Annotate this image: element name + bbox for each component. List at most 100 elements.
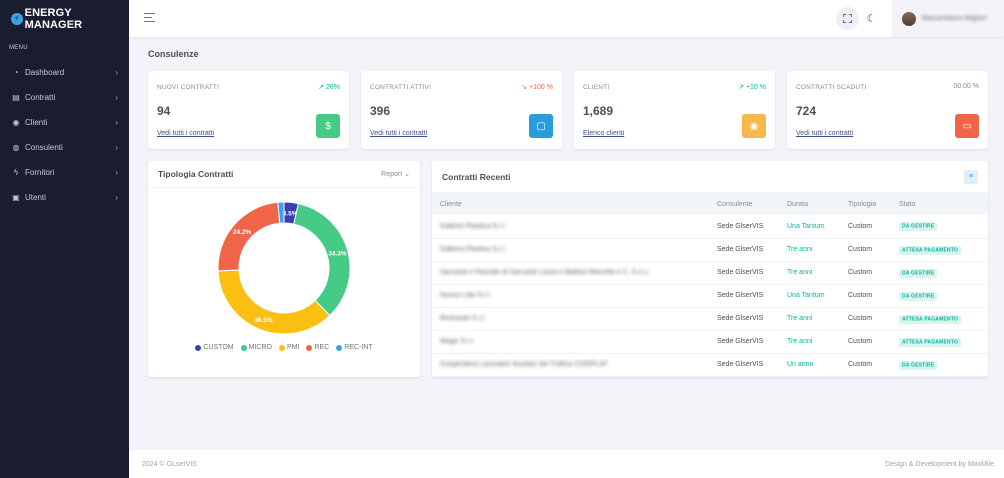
stat-link[interactable]: Vedi tutti i contratti (157, 130, 215, 137)
fullscreen-button[interactable] (836, 7, 859, 30)
column-header[interactable]: Stato (891, 193, 988, 215)
user-circle-icon: ◉ (742, 114, 766, 138)
tipologia-title: Tipologia Contratti (158, 169, 234, 179)
cell-cliente[interactable]: Riverauto S.r.l. (432, 307, 709, 331)
sidebar-item-label: Contratti (25, 93, 56, 102)
cell-cliente[interactable]: Galleno Plastica S.r.l. (432, 238, 709, 262)
cell-cliente[interactable]: Cooperativa Lavoratori Ausiliari del Tra… (432, 353, 709, 377)
recenti-header: Contratti Recenti ≡ (432, 161, 988, 193)
column-header[interactable]: Tipologia (840, 193, 891, 215)
cell-tipologia: Custom (840, 307, 891, 331)
stat-value: 396 (370, 104, 391, 118)
filter-button[interactable]: ≡ (964, 169, 978, 184)
status-badge: DA GESTIRE (899, 360, 938, 370)
slice-rec-int[interactable] (277, 201, 285, 224)
stat-change: ↗ +10 % (738, 84, 766, 91)
sidebar-item-dashboard[interactable]: ◔ Dashboard › (0, 60, 129, 85)
stat-label: CONTRATTI SCADUTI (796, 84, 867, 91)
dark-mode-toggle[interactable]: ☾ (861, 8, 882, 29)
dollar-circle-icon: $ (316, 114, 340, 138)
table-row[interactable]: Galleno Plastica S.r.l. Sede GlserVIS Tre … (432, 238, 988, 262)
sidebar-item-contratti[interactable]: ▤ Contratti › (0, 85, 129, 110)
sidebar-item-fornitori[interactable]: ϟ Fornitori › (0, 160, 129, 185)
cell-durata: Una Tantum (779, 284, 840, 308)
stat-card-contratti-attivi: CONTRATTI ATTIVI ↘ +100 % 396 Vedi tutti… (361, 71, 562, 149)
stat-card-contratti-scaduti: CONTRATTI SCADUTI 00.00 % 724 Vedi tutti… (787, 71, 988, 149)
stat-link[interactable]: Vedi tutti i contratti (370, 130, 428, 137)
cell-stato: ATTESA PAGAMENTO (891, 238, 988, 262)
cell-cliente[interactable]: Galleno Plastica S.r.l. (432, 215, 709, 239)
table-row[interactable]: Galleno Plastica S.r.l. Sede GlserVIS Una … (432, 215, 988, 239)
recenti-rows: Galleno Plastica S.r.l. Sede GlserVIS Una … (432, 215, 988, 377)
column-header[interactable]: Durata (779, 193, 840, 215)
table-row[interactable]: Saccardi e Parziale di Saccardi Laura e … (432, 261, 988, 285)
stat-value: 724 (796, 104, 817, 118)
cell-consulente: Sede GlserVIS (709, 261, 779, 285)
sidebar-item-label: Clienti (25, 118, 48, 127)
slice-rec[interactable] (217, 201, 281, 272)
status-badge: ATTESA PAGAMENTO (899, 337, 962, 347)
legend-item-custom[interactable]: CUSTOM (195, 344, 234, 351)
cell-cliente[interactable]: Magic S.r.l. (432, 330, 709, 354)
report-dropdown[interactable]: Report ⌄ (381, 171, 410, 178)
cell-durata: Tre anni (779, 238, 840, 262)
topbar: ☾ Massimiliano Migliori (129, 0, 1004, 37)
stat-value: 94 (157, 104, 171, 118)
users-icon: ▣ (12, 193, 20, 202)
user-menu[interactable]: Massimiliano Migliori (892, 0, 1004, 37)
cell-stato: DA GESTIRE (891, 353, 988, 377)
table-row[interactable]: Nuovo Lido S.r.l. Sede GlserVIS Una Tantum… (432, 284, 988, 308)
chevron-right-icon: › (115, 118, 118, 127)
chevron-right-icon: › (115, 93, 118, 102)
sidebar-item-consulenti[interactable]: ◍ Consulenti › (0, 135, 129, 160)
status-badge: DA GESTIRE (899, 222, 938, 232)
cell-durata: Tre anni (779, 330, 840, 354)
globe-icon: ◍ (12, 143, 20, 152)
cell-durata: Tre anni (779, 261, 840, 285)
legend-item-rec[interactable]: REC (306, 344, 329, 351)
stat-change: 00.00 % (953, 83, 979, 90)
fullscreen-icon (842, 13, 853, 24)
cell-durata: Una Tantum (779, 215, 840, 239)
sidebar-nav: ◔ Dashboard › ▤ Contratti › ◉ Clienti › … (0, 60, 129, 210)
cell-cliente[interactable]: Nuovo Lido S.r.l. (432, 284, 709, 308)
chevron-right-icon: › (115, 168, 118, 177)
stat-link[interactable]: Elenco clienti (583, 130, 625, 137)
sidebar-item-utenti[interactable]: ▣ Utenti › (0, 185, 129, 210)
hamburger-menu-icon[interactable] (144, 13, 155, 24)
cell-cliente[interactable]: Saccardi e Parziale di Saccardi Laura e … (432, 261, 709, 285)
table-row[interactable]: Riverauto S.r.l. Sede GlserVIS Tre anni Cus… (432, 307, 988, 331)
cell-tipologia: Custom (840, 215, 891, 239)
cell-durata: Tre anni (779, 307, 840, 331)
legend-item-pmi[interactable]: PMI (278, 344, 299, 351)
slice-label: 24.2% (233, 229, 252, 236)
shopping-bag-icon: ▢ (529, 114, 553, 138)
sidebar: ⚡ ENERGY MANAGER MENU ◔ Dashboard › ▤ Co… (0, 0, 129, 478)
brand[interactable]: ⚡ ENERGY MANAGER (0, 0, 129, 37)
table-row[interactable]: Magic S.r.l. Sede GlserVIS Tre anni Custom A… (432, 330, 988, 354)
file-icon: ▤ (12, 93, 20, 102)
sidebar-item-label: Dashboard (25, 68, 65, 77)
legend-item-micro[interactable]: MICRO (240, 344, 272, 351)
dashboard-icon: ◔ (13, 68, 19, 77)
column-header[interactable]: Cliente (432, 193, 709, 215)
slice-label: 36.5% (254, 317, 273, 324)
cell-stato: DA GESTIRE (891, 215, 988, 239)
slice-micro[interactable] (293, 202, 351, 317)
legend-item-rec-int[interactable]: REC-INT (336, 344, 373, 351)
stat-link[interactable]: Vedi tutti i contratti (796, 130, 854, 137)
sidebar-item-label: Fornitori (25, 168, 55, 177)
sidebar-item-clienti[interactable]: ◉ Clienti › (0, 110, 129, 135)
user-icon: ◉ (12, 118, 20, 127)
slice-label: 34.3% (328, 251, 347, 258)
cell-tipologia: Custom (840, 238, 891, 262)
bolt-icon: ϟ (13, 168, 19, 177)
table-row[interactable]: Cooperativa Lavoratori Ausiliari del Tra… (432, 353, 988, 377)
stat-value: 1,689 (583, 104, 614, 118)
donut-chart: 3.5% 34.3% 36.5% 24.2% (217, 201, 351, 335)
cell-tipologia: Custom (840, 330, 891, 354)
stat-label: NUOVI CONTRATTI (157, 84, 220, 91)
slice-pmi[interactable] (217, 269, 331, 335)
column-header[interactable]: Consulente (709, 193, 779, 215)
recenti-table: Cliente Consulente Durata Tipologia Stat… (432, 193, 988, 377)
